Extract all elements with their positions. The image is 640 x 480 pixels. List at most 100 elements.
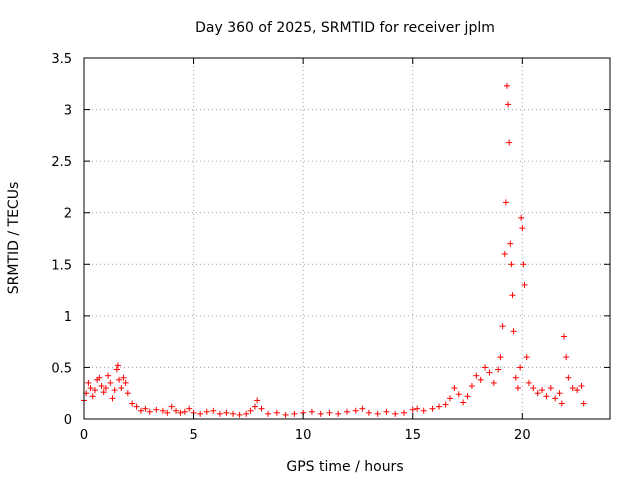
data-point	[520, 261, 527, 268]
data-point	[383, 408, 390, 415]
data-point	[91, 387, 98, 394]
data-point	[177, 409, 184, 416]
data-point	[137, 407, 144, 414]
y-tick-label: 1	[64, 310, 72, 325]
data-point	[265, 410, 272, 417]
data-point	[460, 399, 467, 406]
data-point	[317, 410, 324, 417]
data-point	[505, 101, 512, 108]
data-point	[210, 407, 217, 414]
x-tick-label: 15	[404, 428, 421, 443]
data-point	[574, 387, 581, 394]
data-point	[506, 139, 513, 146]
data-point	[508, 261, 515, 268]
data-point	[120, 374, 127, 381]
axis-ticks	[83, 57, 610, 420]
data-point	[142, 405, 149, 412]
data-point	[414, 405, 421, 412]
data-point	[159, 407, 166, 414]
data-points	[81, 82, 587, 418]
data-point	[499, 323, 506, 330]
y-tick-label: 1.5	[51, 258, 72, 273]
data-point	[164, 409, 171, 416]
data-point	[510, 328, 517, 335]
x-tick-label: 5	[189, 428, 197, 443]
data-point	[565, 374, 572, 381]
data-point	[118, 385, 125, 392]
data-point	[495, 366, 502, 373]
data-point	[502, 199, 509, 206]
x-tick-label: 20	[514, 428, 531, 443]
data-point	[133, 403, 140, 410]
data-point	[507, 240, 514, 247]
data-point	[124, 390, 131, 397]
data-point	[258, 405, 265, 412]
data-point	[558, 400, 565, 407]
data-point	[113, 366, 120, 373]
data-point	[203, 408, 210, 415]
data-point	[146, 408, 153, 415]
y-tick-label: 3.5	[51, 52, 72, 67]
data-point	[273, 409, 280, 416]
data-point	[560, 333, 567, 340]
data-point	[352, 407, 359, 414]
data-point	[129, 400, 136, 407]
data-point	[102, 385, 109, 392]
data-point	[547, 385, 554, 392]
data-point	[518, 214, 525, 221]
data-point	[519, 225, 526, 232]
data-point	[455, 391, 462, 398]
data-point	[468, 382, 475, 389]
data-point	[186, 405, 193, 412]
data-point	[359, 405, 366, 412]
data-point	[100, 389, 107, 396]
chart-title: Day 360 of 2025, SRMTID for receiver jpl…	[195, 20, 495, 36]
data-point	[509, 292, 516, 299]
x-tick-label: 0	[80, 428, 88, 443]
data-point	[497, 354, 504, 361]
data-point	[326, 409, 333, 416]
data-point	[87, 385, 94, 392]
y-tick-label: 0	[64, 413, 72, 428]
data-point	[168, 403, 175, 410]
data-point	[89, 393, 96, 400]
data-point	[230, 410, 237, 417]
data-point	[243, 410, 250, 417]
data-point	[447, 395, 454, 402]
data-point	[85, 379, 92, 386]
data-point	[251, 403, 258, 410]
data-point	[442, 401, 449, 408]
data-point	[530, 385, 537, 392]
y-tick-label: 2.5	[51, 155, 72, 170]
data-point	[482, 364, 489, 371]
data-point	[365, 409, 372, 416]
data-point	[400, 409, 407, 416]
data-point	[525, 379, 532, 386]
x-tick-label: 10	[295, 428, 312, 443]
data-point	[374, 410, 381, 417]
data-point	[96, 374, 103, 381]
y-tick-label: 2	[64, 207, 72, 222]
y-tick-label: 0.5	[51, 361, 72, 376]
data-point	[344, 408, 350, 415]
data-point	[503, 82, 510, 89]
data-point	[473, 372, 480, 379]
data-point	[429, 405, 436, 412]
data-point	[98, 382, 105, 389]
data-point	[223, 409, 230, 416]
data-point	[556, 390, 563, 397]
data-point	[291, 410, 298, 417]
data-point	[216, 410, 223, 417]
plot-frame	[83, 57, 611, 420]
data-point	[490, 379, 497, 386]
data-point	[486, 369, 493, 376]
data-point	[236, 411, 243, 418]
data-point	[107, 379, 114, 386]
data-point	[464, 393, 471, 400]
data-point	[517, 364, 524, 371]
data-point	[153, 406, 160, 413]
x-axis-title: GPS time / hours	[286, 459, 403, 475]
data-point	[569, 385, 576, 392]
data-point	[308, 408, 315, 415]
